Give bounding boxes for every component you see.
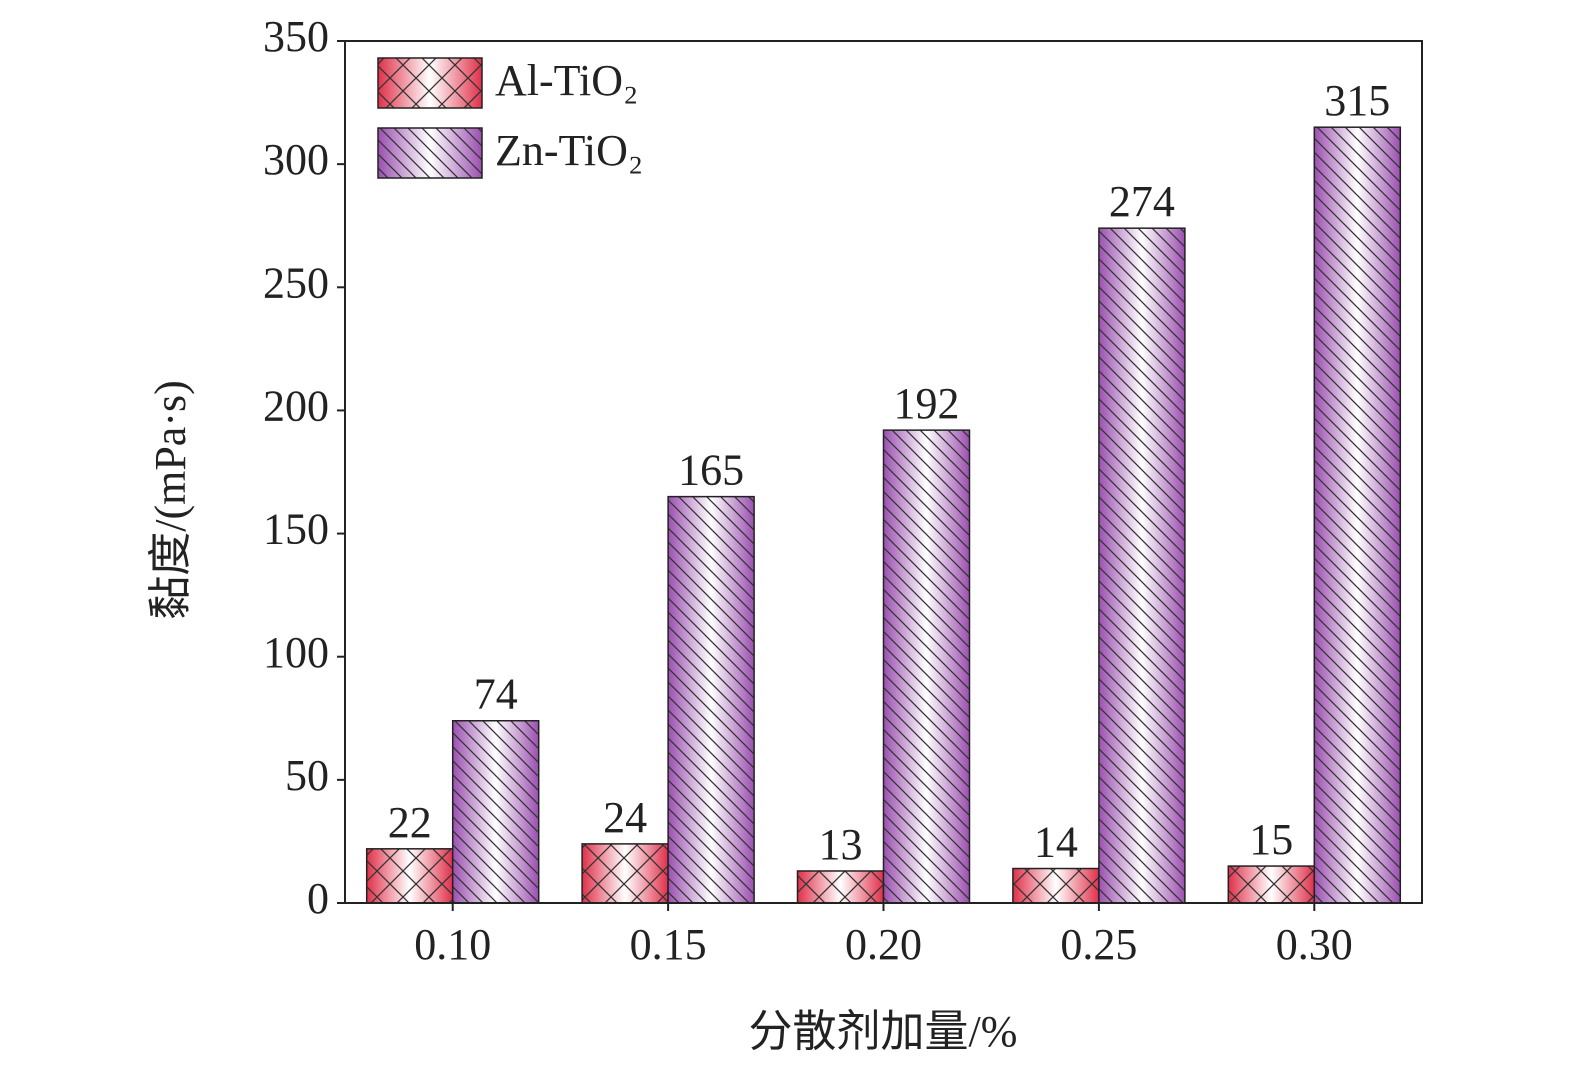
data-label: 22 — [388, 798, 432, 847]
x-axis-label: 分散剂加量/% — [749, 1007, 1018, 1056]
bar-hatch — [1098, 227, 1186, 904]
bar-hatch — [796, 870, 885, 904]
data-label: 13 — [819, 820, 863, 869]
x-tick-label: 0.25 — [1060, 920, 1137, 969]
data-label: 274 — [1109, 177, 1175, 226]
data-label: 74 — [474, 670, 518, 719]
legend-label: Zn-TiO₂ — [495, 126, 643, 175]
data-label: 165 — [678, 446, 744, 495]
bar-hatch — [1012, 867, 1100, 904]
x-tick-label: 0.30 — [1276, 920, 1353, 969]
plot-frame — [344, 40, 1423, 904]
y-tick-label: 100 — [263, 628, 329, 677]
data-label: 315 — [1324, 76, 1390, 125]
legend-swatch-hatch — [377, 57, 483, 109]
y-tick-label: 350 — [263, 12, 329, 61]
y-tick-label: 150 — [263, 505, 329, 554]
bar-hatch — [1313, 126, 1402, 904]
bar-hatch — [1227, 865, 1316, 904]
y-axis-label: 黏度/(mPa·s) — [146, 380, 195, 620]
x-tick-label: 0.15 — [630, 920, 707, 969]
bar-hatch — [882, 429, 971, 904]
bar-hatch — [667, 495, 755, 904]
y-tick-label: 50 — [285, 751, 329, 800]
data-label: 14 — [1034, 818, 1078, 867]
y-tick-label: 250 — [263, 258, 329, 307]
bar-hatch — [581, 843, 669, 904]
data-label: 24 — [603, 793, 647, 842]
x-tick-label: 0.20 — [845, 920, 922, 969]
bar-hatch — [365, 848, 454, 904]
data-label: 192 — [894, 379, 960, 428]
y-tick-label: 200 — [263, 382, 329, 431]
x-tick-label: 0.10 — [414, 920, 491, 969]
y-tick-label: 0 — [307, 874, 329, 923]
legend-label: Al-TiO₂ — [495, 56, 638, 105]
legend-swatch-hatch — [377, 127, 483, 179]
data-label: 15 — [1249, 815, 1293, 864]
y-tick-label: 300 — [263, 135, 329, 184]
bar-hatch — [451, 719, 540, 904]
